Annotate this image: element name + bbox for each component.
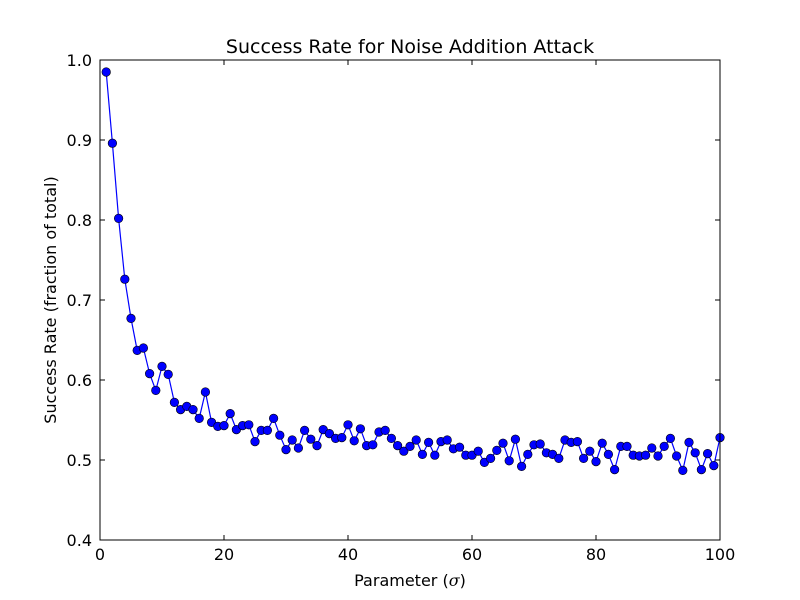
data-point xyxy=(684,437,694,448)
data-point xyxy=(250,437,260,447)
data-point xyxy=(324,429,335,439)
data-point xyxy=(151,385,161,396)
data-point xyxy=(399,446,409,456)
data-point xyxy=(696,465,707,475)
data-point xyxy=(523,449,533,460)
data-point xyxy=(312,441,322,451)
data-point xyxy=(107,138,117,148)
x-axis-label-end: ) xyxy=(460,571,466,590)
data-point xyxy=(647,443,657,453)
y-tick-label: 0.6 xyxy=(67,371,92,390)
data-point xyxy=(709,461,719,471)
data-point xyxy=(169,397,179,408)
data-point xyxy=(430,450,440,460)
x-tick-label: 20 xyxy=(214,545,234,564)
data-point xyxy=(225,409,235,419)
data-point xyxy=(622,441,632,452)
data-point xyxy=(349,436,359,446)
data-point xyxy=(640,450,651,460)
chart-title: Success Rate for Noise Addition Attack xyxy=(226,36,594,58)
axes-frame xyxy=(99,59,721,541)
data-point xyxy=(157,361,167,372)
data-point xyxy=(591,457,601,467)
data-point xyxy=(572,437,583,447)
data-point xyxy=(293,443,304,453)
data-point xyxy=(671,451,682,461)
data-point xyxy=(504,456,514,466)
data-point xyxy=(163,369,173,380)
data-point xyxy=(262,425,273,436)
y-tick-label: 0.7 xyxy=(67,291,92,310)
data-point xyxy=(678,465,688,476)
data-point xyxy=(417,449,428,460)
data-point xyxy=(535,439,545,449)
data-point xyxy=(244,420,254,430)
plot-area: 0 20 40 60 80 100 0.4 0.5 0.6 0.7 0.8 0.9 1.0 xyxy=(67,51,736,564)
data-point xyxy=(585,446,595,456)
data-point xyxy=(442,435,452,445)
data-point xyxy=(690,448,700,458)
data-point xyxy=(120,274,130,284)
data-point xyxy=(609,465,620,475)
data-point xyxy=(145,369,155,379)
data-point xyxy=(498,438,508,448)
y-tick-label: 0.4 xyxy=(67,531,92,550)
data-point xyxy=(306,434,316,444)
x-axis-label-main: Parameter ( xyxy=(354,571,449,590)
data-point xyxy=(275,430,285,440)
data-point xyxy=(337,433,347,443)
data-point xyxy=(486,453,496,464)
data-point xyxy=(578,453,589,464)
data-point xyxy=(219,421,229,431)
data-point xyxy=(380,425,390,436)
data-point xyxy=(200,387,210,397)
data-point xyxy=(603,449,614,460)
data-point xyxy=(516,461,527,472)
x-tick-label: 0 xyxy=(95,545,105,564)
data-point xyxy=(492,445,502,456)
data-point xyxy=(287,435,297,445)
data-point xyxy=(281,445,291,455)
data-point xyxy=(405,441,415,452)
data-point xyxy=(653,451,663,461)
data-point xyxy=(300,425,310,436)
y-tick-label: 0.9 xyxy=(67,131,92,150)
x-axis-label-symbol: σ xyxy=(449,571,461,590)
y-tick-label: 0.5 xyxy=(67,451,92,470)
data-point xyxy=(510,434,521,444)
data-point xyxy=(455,442,465,452)
data-point xyxy=(188,405,198,415)
data-point xyxy=(194,413,204,424)
x-tick-label: 100 xyxy=(705,545,736,564)
data-point xyxy=(368,440,378,450)
data-point xyxy=(138,343,148,353)
data-point xyxy=(597,438,607,448)
data-point xyxy=(424,437,434,448)
data-point xyxy=(126,313,136,324)
data-point xyxy=(269,413,279,424)
data-point xyxy=(702,449,713,459)
ticks-layer: 0 20 40 60 80 100 0.4 0.5 0.6 0.7 0.8 0.9 1.0 xyxy=(67,51,736,564)
data-point xyxy=(393,441,403,451)
data-point xyxy=(659,441,669,452)
y-axis-label: Success Rate (fraction of total) xyxy=(41,176,60,423)
y-tick-label: 1.0 xyxy=(67,51,92,70)
data-point xyxy=(554,453,564,464)
y-tick-label: 0.8 xyxy=(67,211,92,230)
data-point xyxy=(113,213,124,223)
x-tick-label: 60 xyxy=(462,545,482,564)
data-point xyxy=(411,435,421,445)
x-tick-label: 40 xyxy=(338,545,358,564)
data-point xyxy=(355,424,366,434)
data-point xyxy=(343,420,353,430)
data-point xyxy=(473,446,483,456)
x-tick-label: 80 xyxy=(586,545,606,564)
data-point xyxy=(101,67,111,77)
data-point xyxy=(665,433,676,444)
series-layer xyxy=(101,67,725,476)
data-point xyxy=(386,433,397,444)
x-axis-label: Parameter (σ) xyxy=(354,571,466,590)
